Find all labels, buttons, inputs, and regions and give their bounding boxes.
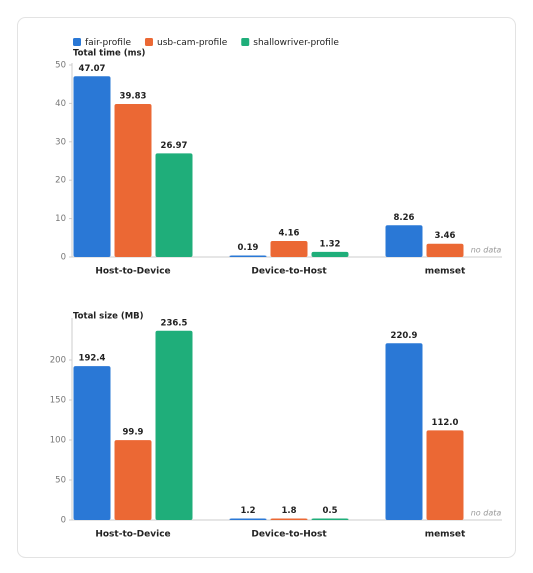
y-tick-label: 0 — [61, 516, 66, 526]
bar — [426, 243, 464, 257]
y-tick-label: 50 — [55, 61, 66, 71]
bar — [73, 76, 111, 258]
value-label: 0.5 — [322, 506, 337, 516]
x-tick-label: Device-to-Host — [251, 267, 327, 277]
value-label: 26.97 — [161, 141, 188, 151]
value-label: 99.9 — [123, 428, 144, 438]
bar — [73, 366, 111, 520]
legend-label: usb-cam-profile — [157, 38, 228, 48]
value-label: 220.9 — [391, 331, 418, 341]
bar — [114, 440, 152, 520]
y-tick-label: 100 — [50, 436, 66, 446]
bar — [270, 518, 308, 520]
y-tick-label: 20 — [55, 176, 66, 186]
x-tick-label: Device-to-Host — [251, 530, 327, 540]
value-label: 192.4 — [79, 354, 106, 364]
axis-title: Total size (MB) — [73, 312, 144, 322]
value-label: 8.26 — [394, 213, 415, 223]
y-tick-label: 40 — [55, 99, 66, 109]
legend-swatch — [144, 38, 153, 46]
y-tick-label: 30 — [55, 137, 66, 147]
bar — [385, 343, 423, 520]
no-data-label: no data — [471, 509, 502, 518]
value-label: 47.07 — [79, 64, 106, 74]
bar — [229, 518, 267, 520]
value-label: 1.32 — [320, 239, 341, 249]
x-tick-label: memset — [425, 267, 466, 277]
value-label: 112.0 — [432, 418, 459, 428]
axis-title: Total time (ms) — [73, 49, 146, 59]
y-tick-label: 150 — [50, 396, 66, 406]
value-label: 39.83 — [120, 92, 147, 102]
y-tick-label: 10 — [55, 214, 66, 224]
bar — [270, 241, 308, 257]
bar — [426, 430, 464, 520]
bar — [155, 330, 193, 520]
no-data-label: no data — [471, 246, 502, 255]
value-label: 3.46 — [435, 231, 456, 241]
value-label: 1.8 — [281, 506, 296, 516]
value-label: 4.16 — [279, 229, 300, 239]
legend-label: fair-profile — [85, 38, 131, 48]
value-label: 236.5 — [161, 318, 188, 328]
bar — [385, 225, 423, 257]
y-tick-label: 200 — [50, 356, 66, 366]
legend-swatch — [73, 38, 81, 46]
legend-swatch — [241, 38, 250, 46]
bar — [114, 104, 152, 258]
bar — [155, 153, 193, 257]
x-tick-label: Host-to-Device — [95, 267, 170, 277]
legend-label: shallowriver-profile — [253, 38, 339, 48]
value-label: 0.19 — [238, 243, 259, 253]
y-tick-label: 0 — [61, 253, 66, 263]
bar — [229, 255, 267, 257]
x-tick-label: memset — [425, 530, 466, 540]
x-tick-label: Host-to-Device — [95, 530, 170, 540]
bar — [311, 251, 349, 257]
value-label: 1.2 — [240, 506, 255, 516]
bar — [311, 518, 349, 520]
y-tick-label: 50 — [55, 476, 66, 486]
